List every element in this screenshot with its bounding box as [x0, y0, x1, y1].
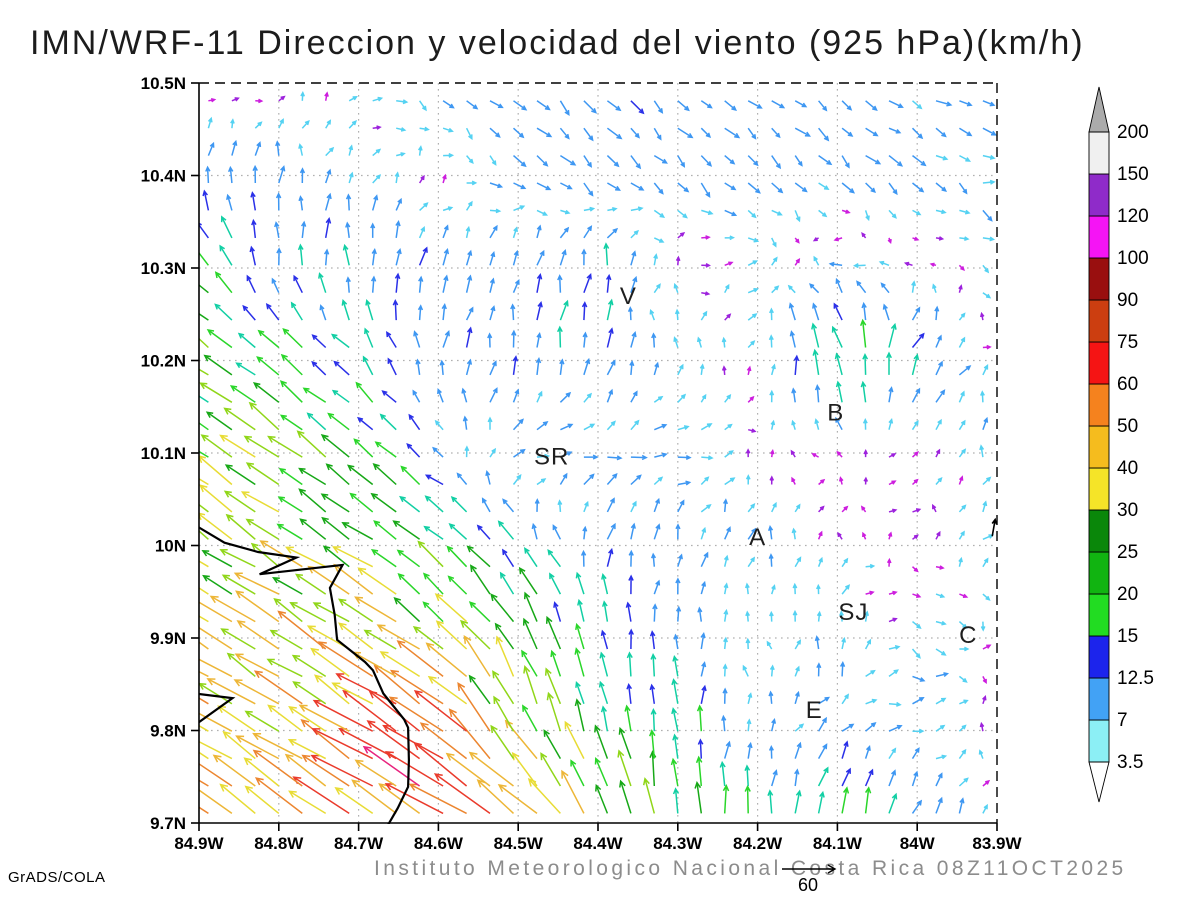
x-tick-label: 84.6W — [414, 834, 464, 853]
x-tick-label: 84.1W — [813, 834, 863, 853]
colorbar-label: 60 — [1117, 374, 1138, 395]
x-tick-label: 84.4W — [573, 834, 623, 853]
station-label: B — [827, 399, 844, 426]
station-labels: V B SR A SJ C E — [534, 283, 977, 724]
y-tick-label: 9.8N — [150, 722, 186, 741]
colorbar-label: 7 — [1117, 710, 1128, 731]
x-tick-label: 84.3W — [653, 834, 703, 853]
extra-marks — [991, 517, 998, 537]
station-label: A — [749, 524, 766, 551]
colorbar-label: 50 — [1117, 416, 1138, 437]
footer-caption: Instituto Meteorologico Nacional Costa R… — [374, 857, 1127, 880]
colorbar-label: 30 — [1117, 500, 1138, 521]
colorbar-label: 15 — [1117, 626, 1138, 647]
colorbar-label: 12.5 — [1117, 668, 1154, 689]
x-tick-label: 83.9W — [972, 834, 1022, 853]
y-tick-label: 10.3N — [141, 259, 186, 278]
x-tick-label: 84.7W — [334, 834, 384, 853]
colorbar-label: 20 — [1117, 584, 1138, 605]
colorbar-label: 25 — [1117, 542, 1138, 563]
station-label: V — [620, 283, 637, 310]
x-tick-label: 84.5W — [494, 834, 544, 853]
y-tick-label: 10N — [155, 537, 186, 556]
graticule — [199, 83, 997, 823]
colorbar-label: 3.5 — [1117, 752, 1143, 773]
reference-vector: 60 — [782, 864, 837, 895]
vector-field — [199, 91, 997, 815]
y-tick-label: 10.4N — [141, 167, 186, 186]
colorbar: 200 150 120 100 90 75 60 50 40 30 25 20 15 12.5 7 3.5 — [1088, 86, 1154, 803]
colorbar-label: 200 — [1117, 122, 1149, 143]
coastline — [199, 526, 411, 824]
colorbar-label: 75 — [1117, 332, 1138, 353]
y-tick-label: 10.2N — [141, 352, 186, 371]
y-tick-label: 9.9N — [150, 629, 186, 648]
colorbar-label: 120 — [1117, 206, 1149, 227]
chart-title: IMN/WRF-11 Direccion y velocidad del vie… — [30, 24, 1085, 62]
colorbar-label: 90 — [1117, 290, 1138, 311]
station-label: E — [806, 697, 823, 724]
x-tick-label: 84.2W — [733, 834, 783, 853]
y-tick-label: 10.5N — [141, 74, 186, 93]
y-tick-label: 10.1N — [141, 444, 186, 463]
x-tick-label: 84.9W — [174, 834, 224, 853]
colorbar-label: 40 — [1117, 458, 1138, 479]
colorbar-label: 150 — [1117, 164, 1149, 185]
station-label: C — [959, 622, 977, 649]
axis-ticks — [191, 82, 998, 831]
grads-credit: GrADS/COLA — [8, 869, 106, 886]
station-label: SJ — [838, 599, 868, 626]
y-tick-label: 9.7N — [150, 814, 186, 833]
colorbar-label: 100 — [1117, 248, 1149, 269]
x-tick-label: 84W — [900, 834, 936, 853]
y-axis-labels: 10.5N 10.4N 10.3N 10.2N 10.1N 10N 9.9N 9.8N 9.7N — [141, 74, 186, 833]
x-axis-labels: 84.9W 84.8W 84.7W 84.6W 84.5W 84.4W 84.3W 84.2W… — [174, 834, 1022, 853]
x-tick-label: 84.8W — [254, 834, 304, 853]
station-label: SR — [534, 444, 569, 471]
reference-vector-label: 60 — [798, 875, 818, 895]
